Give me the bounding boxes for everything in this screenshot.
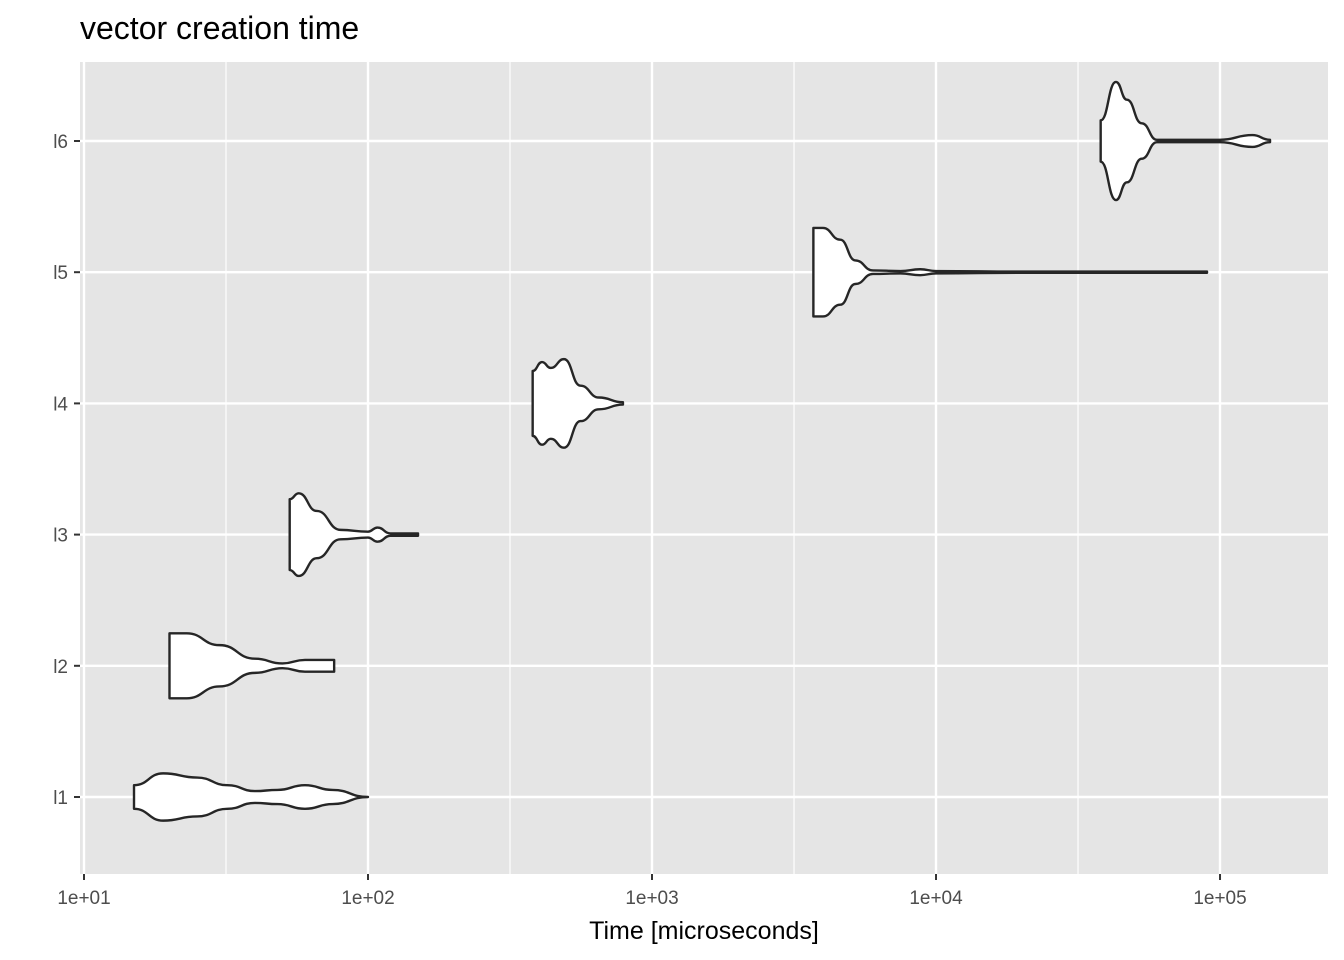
violin-l2 [168,632,336,700]
minor-gridlines [225,62,1079,874]
y-tick-label: l3 [53,526,68,547]
x-tick-label: 1e+04 [909,888,963,909]
x-tick-label: 1e+02 [341,888,394,909]
y-tick-label: l4 [53,394,68,415]
violins [132,80,1272,822]
violin-l4 [531,357,625,449]
y-tick-label: l6 [53,132,68,153]
x-tick-label: 1e+01 [57,888,110,909]
violin-l5 [812,226,1209,318]
x-tick-label: 1e+03 [625,888,678,909]
violin-l1 [132,772,370,822]
chart-title: vector creation time [80,10,359,46]
x-axis-title: Time [microseconds] [589,917,819,945]
y-axis: l1 l2 l3 l4 l5 l6 [53,132,80,809]
y-tick-label: l2 [53,657,68,678]
x-tick-label: 1e+05 [1193,888,1246,909]
y-tick-label: l5 [53,263,68,284]
violin-l6 [1099,80,1272,202]
violin-l3 [288,492,420,578]
y-tick-label: l1 [53,788,68,809]
plot-panel [80,62,1328,874]
x-axis: 1e+01 1e+02 1e+03 1e+04 1e+05 [57,874,1247,909]
